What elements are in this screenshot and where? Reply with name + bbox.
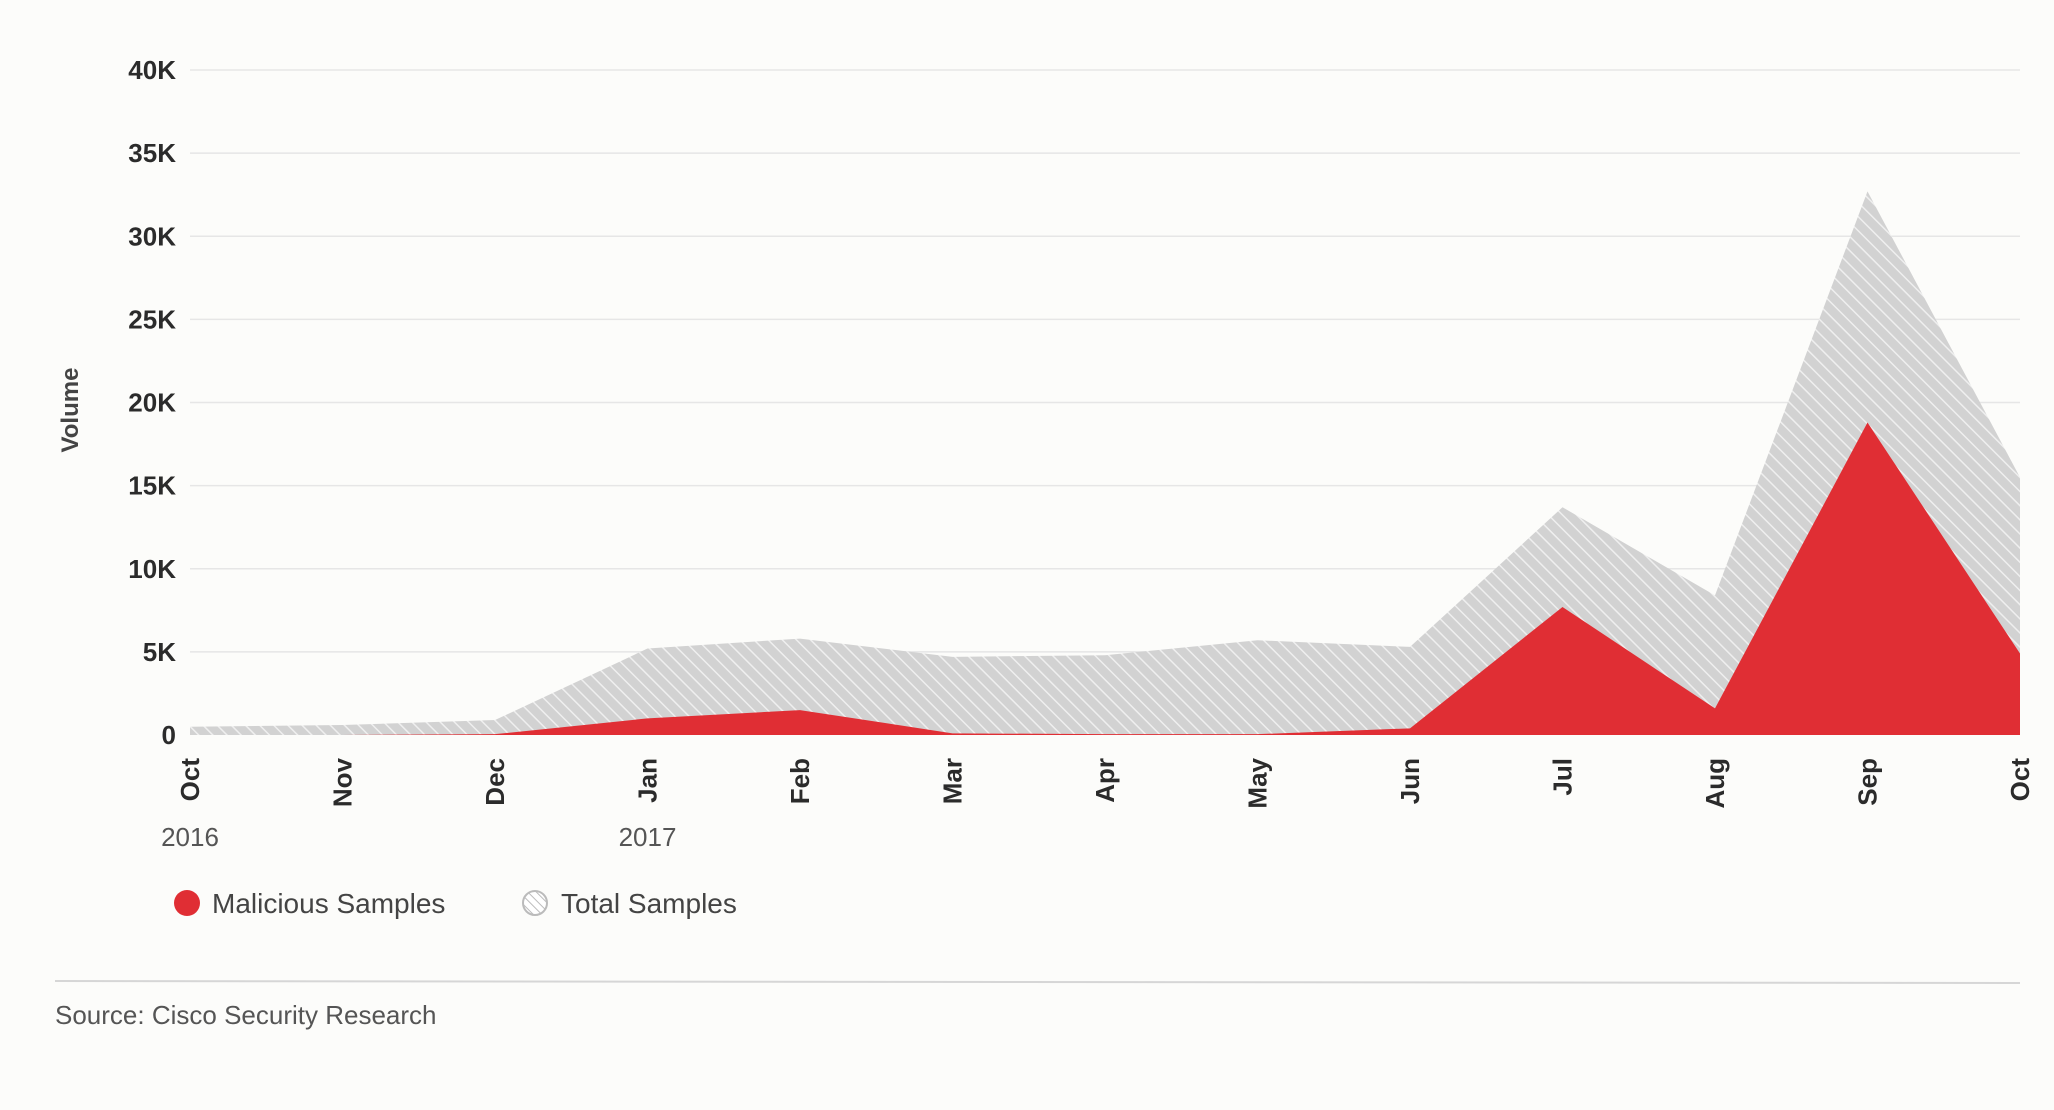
y-tick-label: 0 bbox=[162, 720, 176, 750]
x-tick-label: Sep bbox=[1853, 758, 1883, 806]
divider bbox=[54, 980, 2021, 984]
gridlines bbox=[190, 69, 2020, 653]
x-tick-label: Jan bbox=[633, 758, 663, 803]
y-tick-label: 15K bbox=[128, 471, 176, 501]
x-tick-label: Nov bbox=[328, 757, 358, 807]
red-dot-icon bbox=[174, 890, 200, 916]
source-note: Source: Cisco Security Research bbox=[55, 1000, 436, 1030]
y-tick-label: 20K bbox=[128, 388, 176, 418]
x-tick-label: Mar bbox=[938, 758, 968, 804]
x-tick-label: Dec bbox=[480, 758, 510, 806]
x-tick-label: Oct bbox=[2005, 758, 2035, 802]
y-tick-label: 5K bbox=[143, 637, 176, 667]
plot-areas bbox=[190, 191, 2020, 736]
y-axis-ticks: 40K 35K 30K 25K 20K 15K 10K 5K 0 bbox=[128, 55, 176, 750]
y-axis-title: Volume bbox=[57, 368, 84, 453]
legend-malicious-label: Malicious Samples bbox=[212, 888, 445, 919]
total-samples-area bbox=[190, 191, 2020, 736]
hatched-dot-icon bbox=[522, 890, 548, 916]
legend: Malicious Samples Total Samples bbox=[174, 888, 737, 919]
x-tick-label: Aug bbox=[1700, 758, 1730, 809]
y-tick-label: 35K bbox=[128, 138, 176, 168]
year-label: 2016 bbox=[161, 822, 219, 852]
malicious-samples-area bbox=[190, 422, 2020, 735]
x-tick-label: Oct bbox=[175, 758, 205, 802]
x-tick-label: Apr bbox=[1090, 758, 1120, 803]
y-tick-label: 40K bbox=[128, 55, 176, 85]
y-tick-label: 25K bbox=[128, 304, 176, 334]
x-tick-label: Jul bbox=[1548, 758, 1578, 796]
x-tick-label: Jun bbox=[1395, 758, 1425, 804]
y-tick-label: 30K bbox=[128, 221, 176, 251]
year-label: 2017 bbox=[619, 822, 677, 852]
x-axis-ticks: Oct Nov Dec Jan Feb Mar Apr May Jun Jul Aug Sep Oct bbox=[175, 757, 2035, 808]
x-tick-label: Feb bbox=[785, 758, 815, 804]
year-labels: 2016 2017 bbox=[161, 822, 676, 852]
legend-total-label: Total Samples bbox=[561, 888, 737, 919]
x-tick-label: May bbox=[1243, 757, 1273, 808]
y-tick-label: 10K bbox=[128, 554, 176, 584]
